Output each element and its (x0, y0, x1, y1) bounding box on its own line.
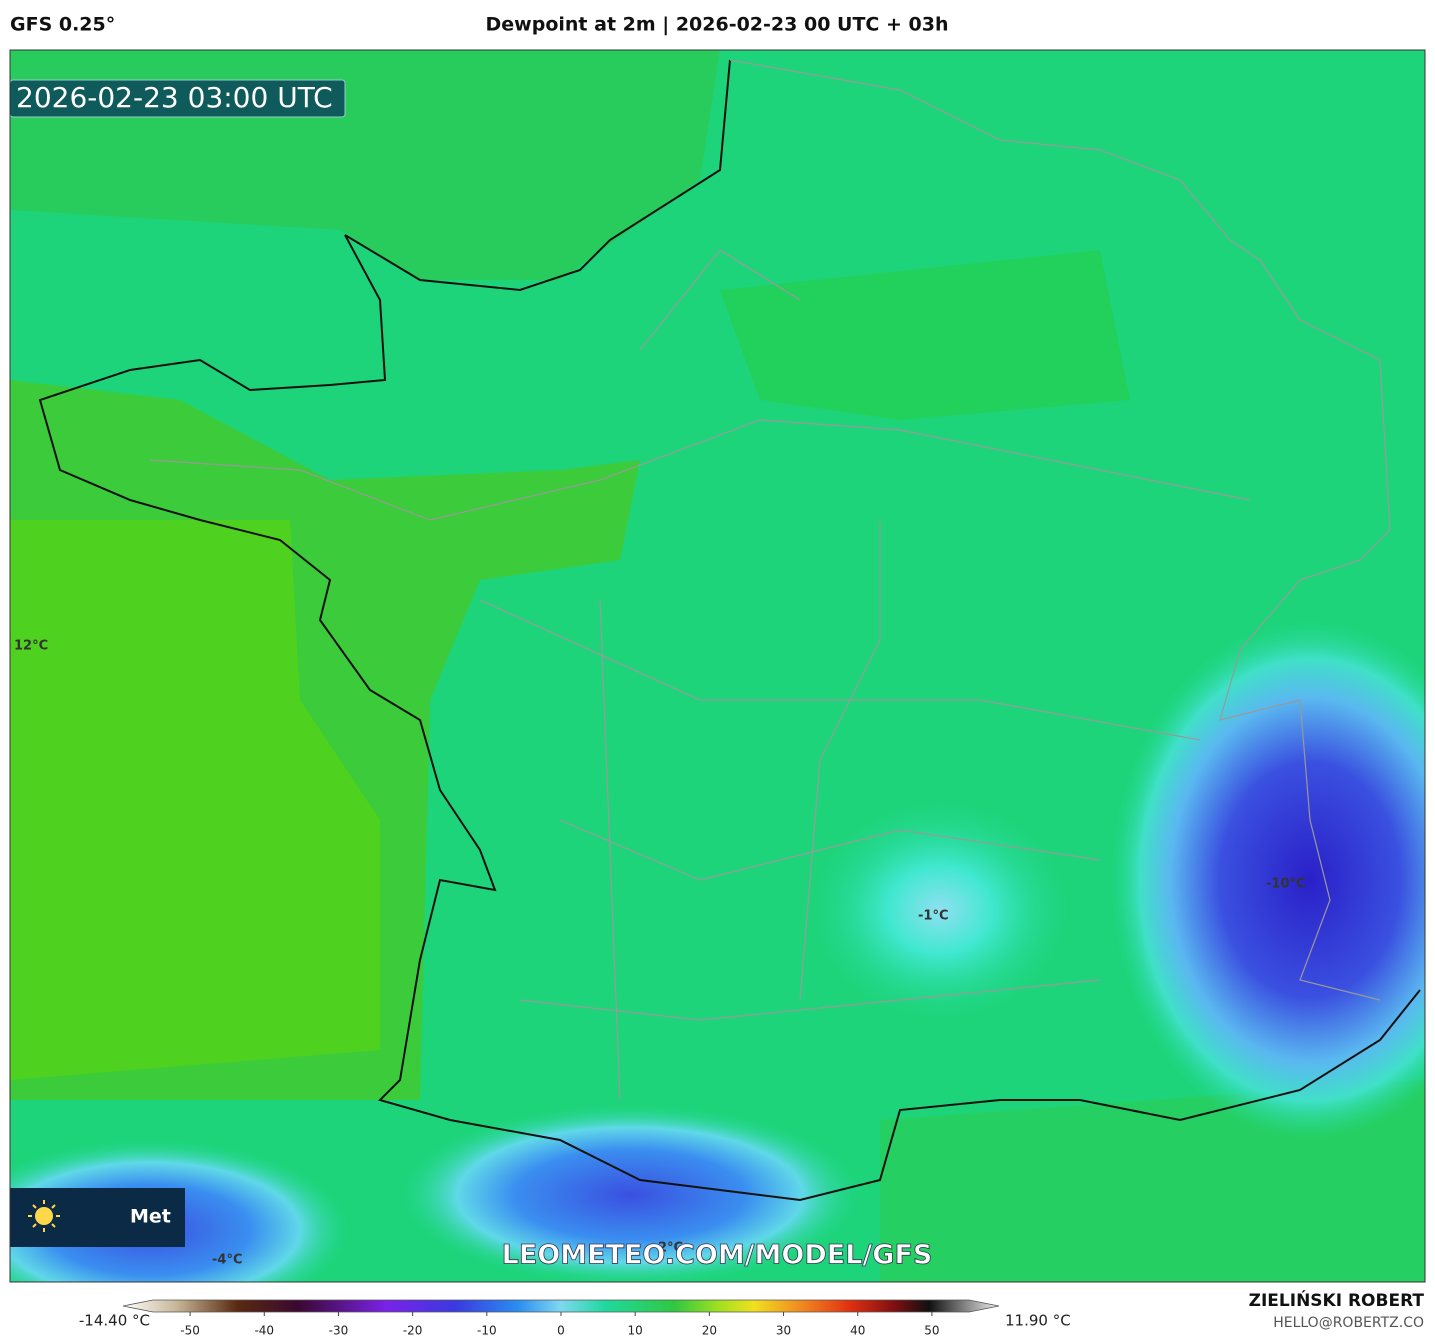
colorbar-tick-label: 30 (776, 1324, 791, 1338)
colorbar-tick-label: -20 (403, 1324, 423, 1338)
map-frame (9, 49, 1426, 1283)
colorbar-tick-label: -10 (477, 1324, 497, 1338)
colorbar-tick-label: -30 (329, 1324, 349, 1338)
map-label: 2°C (658, 1241, 683, 1256)
model-name: GFS 0.25° (10, 14, 115, 36)
colorbar-tick-label: 20 (702, 1324, 717, 1338)
timestamp: 2026-02-23 03:00 UTC (16, 81, 333, 114)
credit-email: HELLO@ROBERTZ.CO (1273, 1315, 1424, 1331)
credit-name: ZIELIŃSKI ROBERT (1249, 1289, 1425, 1311)
colorbar-min: -14.40 °C (79, 1312, 150, 1330)
colorbar-ramp (122, 1299, 1000, 1313)
logo-sun (35, 1207, 53, 1225)
colorbar-tick-label: -40 (254, 1324, 274, 1338)
colorbar-tick-label: 40 (850, 1324, 865, 1338)
map-label: -1°C (918, 909, 948, 924)
map-label: -4°C (212, 1253, 242, 1268)
map-label: -10°C (1266, 877, 1306, 892)
colorbar-max: 11.90 °C (1005, 1312, 1071, 1330)
watermark: LEOMETEO.COM/MODEL/GFS (502, 1240, 933, 1271)
colorbar-tick-label: -50 (180, 1324, 200, 1338)
colorbar-tick-label: 10 (628, 1324, 643, 1338)
colorbar-tick-label: 0 (557, 1324, 565, 1338)
timestamp-box (10, 79, 346, 118)
map-label: 12°C (14, 639, 48, 654)
colorbar-tick-label: 50 (924, 1324, 939, 1338)
logo-text: Met (130, 1206, 171, 1228)
colorbar (122, 1299, 1000, 1313)
map-title: Dewpoint at 2m | 2026-02-23 00 UTC + 03h (486, 14, 949, 36)
map: 12°C -1°C -10°C -4°C 2°C LEOMETEO.COM/MO… (10, 50, 1425, 1282)
